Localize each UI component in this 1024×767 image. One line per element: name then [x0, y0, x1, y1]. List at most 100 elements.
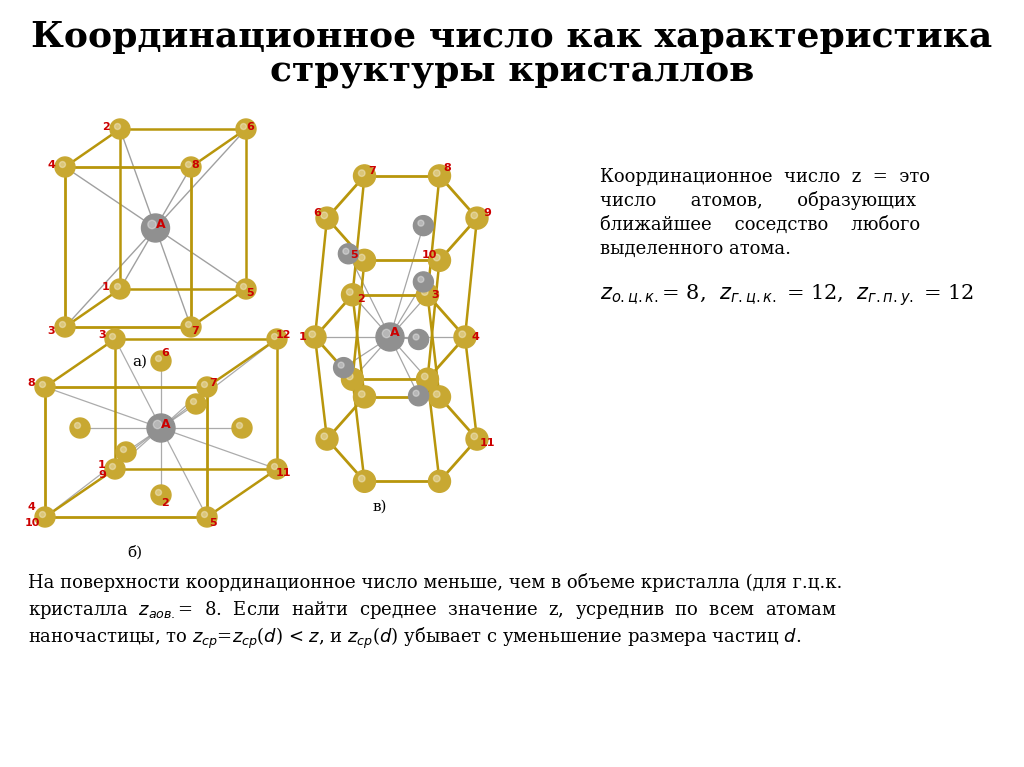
Circle shape [341, 368, 364, 390]
Circle shape [358, 391, 365, 397]
Circle shape [35, 507, 55, 527]
Circle shape [316, 207, 338, 229]
Circle shape [413, 390, 419, 397]
Circle shape [237, 423, 243, 429]
Circle shape [316, 428, 338, 450]
Text: Координационное  число  z  =  это: Координационное число z = это [600, 168, 930, 186]
Text: 12: 12 [275, 330, 291, 340]
Circle shape [343, 249, 349, 255]
Circle shape [353, 249, 376, 272]
Circle shape [186, 394, 206, 414]
Circle shape [154, 420, 162, 429]
Circle shape [382, 329, 391, 337]
Circle shape [309, 331, 315, 337]
Text: 4: 4 [47, 160, 55, 170]
Text: 1: 1 [299, 332, 307, 342]
Circle shape [141, 214, 170, 242]
Circle shape [110, 119, 130, 139]
Circle shape [418, 220, 424, 226]
Circle shape [466, 207, 488, 229]
Circle shape [358, 476, 365, 482]
Text: 6: 6 [161, 348, 169, 358]
Circle shape [271, 334, 278, 340]
Text: 11: 11 [275, 468, 291, 478]
Circle shape [236, 119, 256, 139]
Circle shape [40, 512, 45, 518]
Text: 5: 5 [209, 518, 217, 528]
Text: На поверхности координационное число меньше, чем в объеме кристалла (для г.ц.к.: На поверхности координационное число мен… [28, 572, 843, 591]
Text: а): а) [132, 355, 147, 369]
Circle shape [151, 485, 171, 505]
Circle shape [197, 377, 217, 397]
Text: 8: 8 [443, 163, 452, 173]
Circle shape [55, 317, 75, 337]
Circle shape [202, 512, 208, 518]
Circle shape [156, 489, 162, 495]
Circle shape [110, 463, 116, 469]
Text: 7: 7 [369, 166, 377, 176]
Text: 9: 9 [98, 470, 105, 480]
Circle shape [358, 255, 365, 261]
Circle shape [334, 357, 353, 377]
Circle shape [267, 459, 287, 479]
Circle shape [358, 170, 365, 176]
Text: 7: 7 [209, 378, 217, 388]
Text: 6: 6 [313, 208, 321, 218]
Circle shape [181, 157, 201, 177]
Circle shape [110, 334, 116, 340]
Circle shape [181, 317, 201, 337]
Circle shape [116, 442, 136, 462]
Circle shape [121, 446, 127, 453]
Circle shape [151, 351, 171, 371]
Circle shape [338, 362, 344, 368]
Circle shape [185, 162, 191, 167]
Circle shape [428, 470, 451, 492]
Circle shape [236, 279, 256, 299]
Circle shape [338, 244, 358, 264]
Circle shape [346, 374, 353, 380]
Text: наночастицы, то $z_{ср}$=$z_{ср}$($d$) < $z$, и $z_{ср}$($d$) убывает с уменьшен: наночастицы, то $z_{ср}$=$z_{ср}$($d$) <… [28, 625, 802, 650]
Text: 4: 4 [27, 502, 35, 512]
Circle shape [156, 355, 162, 361]
Circle shape [110, 279, 130, 299]
Circle shape [267, 329, 287, 349]
Text: 1: 1 [102, 282, 110, 292]
Circle shape [471, 433, 477, 439]
Text: А: А [161, 417, 171, 430]
Text: 3: 3 [47, 326, 55, 336]
Circle shape [190, 399, 197, 404]
Circle shape [414, 216, 433, 235]
Circle shape [321, 212, 328, 219]
Text: 11: 11 [479, 438, 495, 448]
Text: 7: 7 [191, 326, 199, 336]
Circle shape [147, 414, 175, 442]
Circle shape [413, 334, 419, 340]
Circle shape [459, 331, 466, 337]
Text: 3: 3 [432, 290, 439, 300]
Circle shape [353, 386, 376, 408]
Circle shape [241, 123, 247, 130]
Circle shape [115, 284, 121, 289]
Text: в): в) [373, 500, 387, 514]
Circle shape [59, 162, 66, 167]
Circle shape [409, 386, 429, 406]
Text: 2: 2 [356, 294, 365, 304]
Circle shape [422, 374, 428, 380]
Circle shape [346, 288, 353, 295]
Text: 9: 9 [483, 208, 490, 218]
Text: А: А [156, 218, 165, 231]
Text: 3: 3 [98, 330, 105, 340]
Circle shape [376, 323, 404, 351]
Circle shape [55, 157, 75, 177]
Circle shape [433, 391, 440, 397]
Circle shape [232, 418, 252, 438]
Circle shape [428, 249, 451, 272]
Text: 1: 1 [98, 460, 105, 470]
Text: 8: 8 [191, 160, 199, 170]
Circle shape [105, 459, 125, 479]
Circle shape [197, 507, 217, 527]
Text: число      атомов,      образующих: число атомов, образующих [600, 192, 916, 210]
Circle shape [70, 418, 90, 438]
Circle shape [466, 428, 488, 450]
Circle shape [35, 377, 55, 397]
